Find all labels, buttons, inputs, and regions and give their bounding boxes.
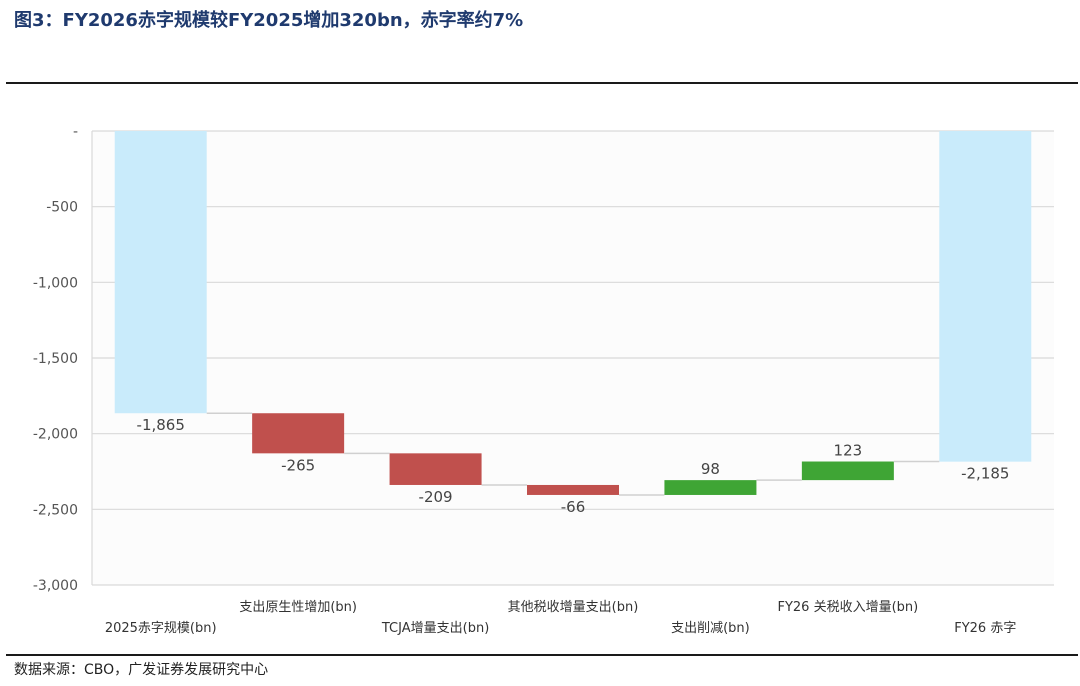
waterfall-bar [252,413,345,454]
data-label: -265 [281,456,315,474]
category-label: 支出削减(bn) [671,621,750,636]
data-label: 98 [701,460,720,478]
category-label: 其他税收增量支出(bn) [508,600,639,615]
category-label: FY26 赤字 [954,621,1016,636]
data-label: -66 [561,498,586,516]
waterfall-bar [389,453,482,485]
y-tick-label: - [73,124,78,140]
y-tick-label: -1,000 [33,275,78,291]
data-label: 123 [834,442,863,460]
waterfall-bar [664,480,757,495]
waterfall-bar [801,461,894,481]
y-tick-label: -1,500 [33,351,78,367]
source-note: 数据来源：CBO，广发证券发展研究中心 [14,662,269,678]
y-tick-label: -2,500 [33,502,78,518]
y-tick-label: -2,000 [33,427,78,443]
waterfall-bar [939,131,1032,462]
waterfall-bar [114,131,207,414]
data-label: -2,185 [961,465,1009,483]
bottom-rule [6,654,1078,656]
data-label: -209 [419,488,453,506]
category-label: 支出原生性增加(bn) [239,600,357,615]
data-label: -1,865 [137,416,185,434]
y-tick-label: -500 [46,200,78,216]
waterfall-bar [527,484,619,495]
category-label: TCJA增量支出(bn) [381,621,489,636]
category-label: 2025赤字规模(bn) [105,621,217,636]
chart-title: 图3：FY2026赤字规模较FY2025增加320bn，赤字率约7% [14,10,524,31]
category-label: FY26 关税收入增量(bn) [777,600,918,615]
y-tick-label: -3,000 [33,578,78,594]
top-rule [6,82,1078,84]
